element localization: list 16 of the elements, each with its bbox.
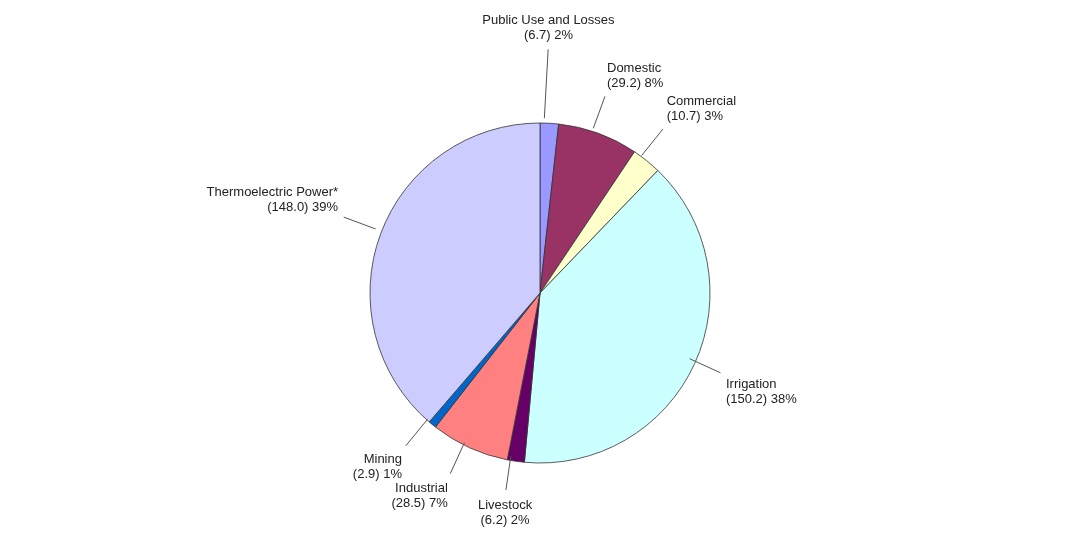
slice-label: Thermoelectric Power* xyxy=(206,184,339,200)
data-label: (29.2) 8% xyxy=(607,74,664,90)
data-label: (28.5) 7% xyxy=(391,495,449,511)
slice-label: Industrial xyxy=(395,480,448,496)
data-label: (6.7) 2% xyxy=(523,27,574,43)
slice-label: Livestock xyxy=(477,496,533,512)
data-label: (6.2) 2% xyxy=(480,511,531,527)
slice-label: Commercial xyxy=(666,93,737,109)
slice-label: Mining xyxy=(363,451,402,467)
data-label: (2.9) 1% xyxy=(352,466,403,482)
slice-label: Public Use and Losses xyxy=(482,12,616,28)
data-label: (148.0) 39% xyxy=(267,199,339,215)
slice-label: Domestic xyxy=(607,59,662,75)
slice-label: Irrigation xyxy=(725,376,777,392)
data-label: (10.7) 3% xyxy=(666,108,724,124)
data-label: (150.2) 38% xyxy=(725,391,798,407)
